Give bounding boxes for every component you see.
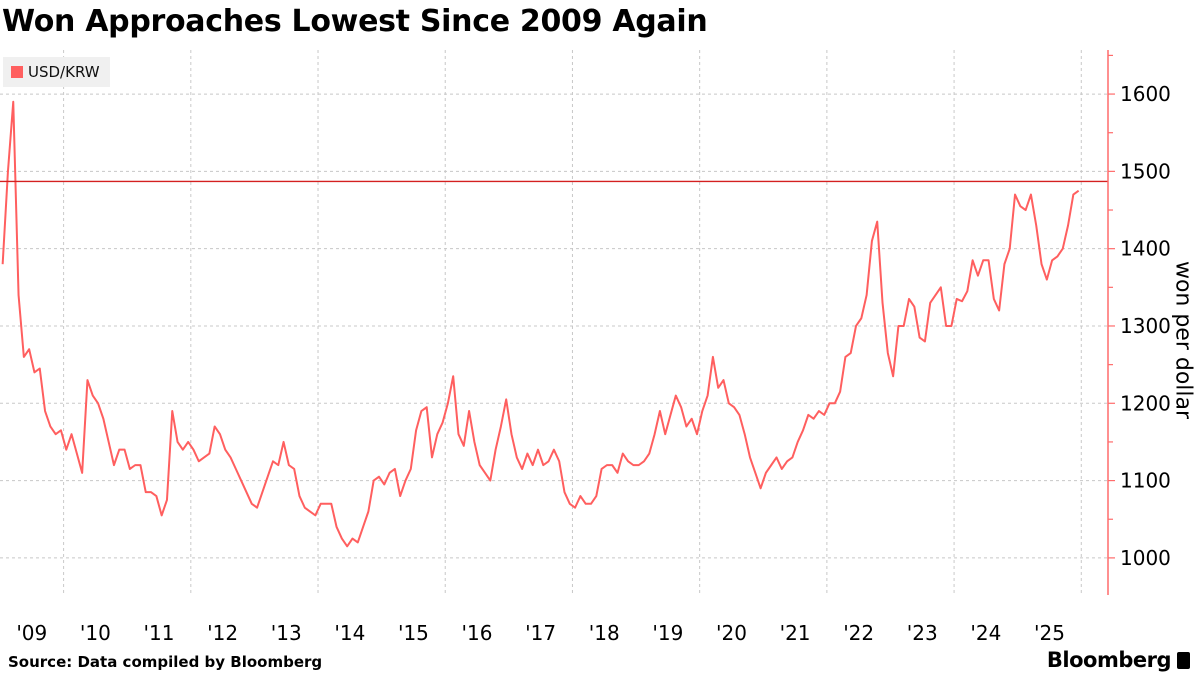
- legend-label: USD/KRW: [28, 63, 100, 81]
- y-tick-label: 1000: [1120, 546, 1171, 570]
- x-tick-label: '20: [716, 621, 747, 645]
- y-tick-label: 1400: [1120, 237, 1171, 261]
- x-tick-label: '17: [525, 621, 556, 645]
- x-tick-label: '16: [462, 621, 493, 645]
- x-tick-label: '25: [1034, 621, 1065, 645]
- x-tick-label: '24: [970, 621, 1001, 645]
- y-tick-label: 1600: [1120, 82, 1171, 106]
- x-tick-label: '10: [80, 621, 111, 645]
- brand-text: Bloomberg: [1046, 648, 1172, 672]
- x-tick-label: '18: [589, 621, 620, 645]
- x-tick-label: '12: [207, 621, 238, 645]
- x-tick-label: '21: [780, 621, 811, 645]
- bloomberg-chart-icon: [1177, 651, 1190, 669]
- x-tick-label: '14: [334, 621, 365, 645]
- x-tick-label: '11: [144, 621, 175, 645]
- x-tick-label: '23: [907, 621, 938, 645]
- bloomberg-logo: Bloomberg: [1047, 648, 1190, 672]
- y-axis-label: won per dollar: [1170, 260, 1196, 420]
- legend-swatch: [11, 66, 23, 78]
- y-tick-label: 1200: [1120, 391, 1171, 415]
- x-tick-label: '15: [398, 621, 429, 645]
- legend: USD/KRW: [3, 57, 110, 87]
- chart-title: Won Approaches Lowest Since 2009 Again: [2, 4, 708, 39]
- x-tick-label: '19: [652, 621, 683, 645]
- source-note: Source: Data compiled by Bloomberg: [8, 653, 323, 671]
- y-tick-label: 1300: [1120, 314, 1171, 338]
- y-tick-label: 1100: [1120, 469, 1171, 493]
- x-tick-label: '13: [271, 621, 302, 645]
- x-tick-label: '22: [843, 621, 874, 645]
- y-tick-label: 1500: [1120, 159, 1171, 183]
- series-line-usd-krw: [1, 100, 1080, 548]
- x-tick-label: '09: [16, 621, 47, 645]
